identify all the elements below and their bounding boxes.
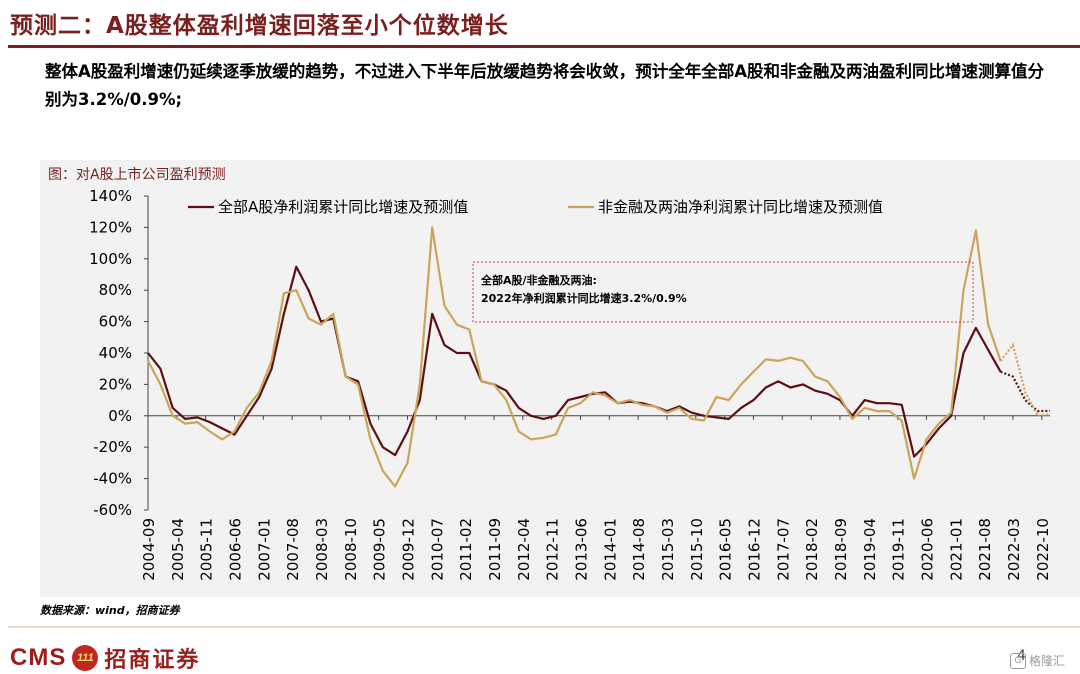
x-tick-label: 2005-04 [169,518,187,581]
brand-emblem-icon: 111 [72,645,99,671]
page-number: 4 [1017,648,1026,664]
x-tick-label: 2021-01 [947,518,965,581]
x-tick-label: 2020-06 [918,518,936,581]
x-tick-label: 2008-10 [342,518,360,581]
figure-caption: 图：对A股上市公司盈利预测 [48,167,226,183]
annotation-box [472,261,974,323]
y-tick-label: 40% [99,344,132,362]
x-tick-label: 2008-03 [313,518,331,581]
x-tick-label: 2007-01 [255,518,273,581]
y-tick-label: -40% [93,470,132,488]
y-tick-label: 60% [99,313,132,331]
x-tick-label: 2019-11 [890,518,908,581]
x-tick-label: 2010-07 [428,518,446,581]
x-tick-label: 2018-09 [832,518,850,581]
x-tick-label: 2004-09 [140,518,158,581]
y-tick-label: 100% [89,250,132,268]
x-tick-label: 2019-04 [861,518,879,581]
x-tick-label: 2012-11 [544,518,562,581]
y-tick-label: 20% [99,375,132,393]
x-tick-label: 2016-05 [717,518,735,581]
x-tick-label: 2016-12 [745,518,763,581]
annotation-line-1: 全部A股/非金融及两油: [480,273,597,287]
series-line-2 [147,226,1002,488]
brand-name: 招商证券 [104,647,201,672]
intro-text: 整体A股盈利增速仍延续逐季放缓的趋势，不过进入下半年后放缓趋势将会收敛，预计全年… [45,62,1045,109]
watermark-icon: G [1010,652,1026,669]
slide-title: 预测二：A股整体盈利增速回落至小个位数增长 [10,13,509,39]
series-forecast-2 [999,342,1051,417]
x-tick-label: 2014-08 [630,518,648,581]
x-tick-label: 2018-02 [803,518,821,581]
data-source: 数据来源：wind，招商证券 [40,604,180,617]
y-tick-label: -20% [93,438,132,456]
x-tick-label: 2021-08 [976,518,994,581]
watermark-text: 格隆汇 [1029,654,1066,668]
chart-background [40,160,1080,597]
brand-logo: CMS 111 招商证券 [10,642,200,674]
x-tick-label: 2013-06 [572,518,590,581]
brand-cms: CMS [10,644,67,671]
footer-rule [8,626,1080,628]
series-line-1 [147,265,1002,458]
legend-label-2: 非金融及两油净利润累计同比增速及预测值 [598,198,883,216]
x-tick-label: 2015-10 [688,518,706,581]
watermark: G 格隆汇 [1010,652,1065,669]
x-tick-label: 2009-05 [371,518,389,581]
x-tick-label: 2006-06 [226,518,244,581]
annotation-line-2: 2022年净利润累计同比增速3.2%/0.9% [481,291,687,305]
x-tick-label: 2012-04 [515,518,533,581]
x-tick-label: 2007-08 [284,518,302,581]
x-tick-label: 2005-11 [198,518,216,581]
x-tick-label: 2014-01 [601,518,619,581]
x-tick-label: 2011-09 [486,518,504,581]
y-tick-label: -60% [93,501,132,519]
x-tick-label: 2022-03 [1005,518,1023,581]
series-forecast-1 [1000,370,1051,413]
y-tick-label: 120% [89,218,132,236]
x-tick-label: 2017-07 [774,518,792,581]
x-tick-label: 2011-02 [457,518,475,581]
title-rule [8,45,1080,48]
x-tick-label: 2015-03 [659,518,677,581]
x-tick-label: 2022-10 [1034,518,1052,581]
y-tick-label: 0% [108,407,132,425]
y-tick-label: 80% [99,281,132,299]
legend-label-1: 全部A股净利润累计同比增速及预测值 [218,198,468,216]
y-tick-label: 140% [89,187,132,205]
x-tick-label: 2009-12 [399,518,417,581]
